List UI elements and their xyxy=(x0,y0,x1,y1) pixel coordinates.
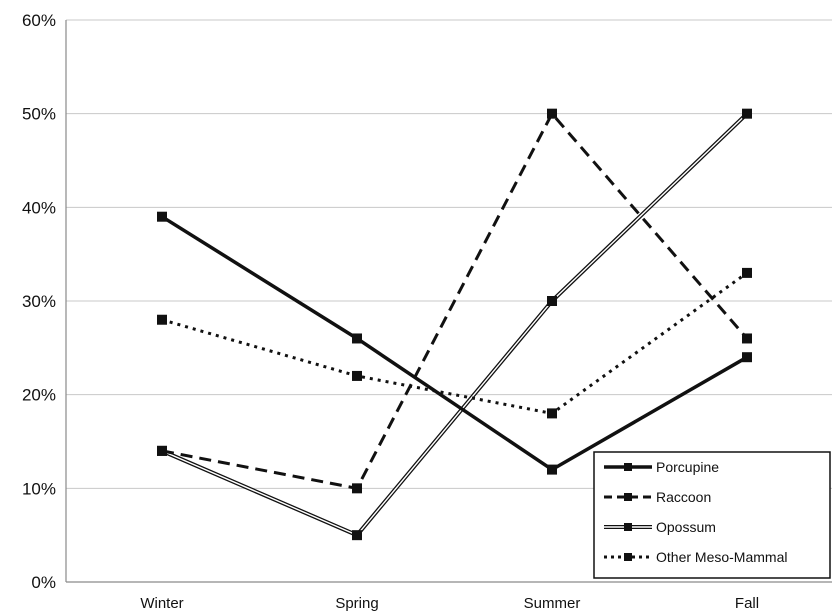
legend-item: Raccoon xyxy=(604,489,711,505)
x-tick-label: Spring xyxy=(335,595,378,612)
y-axis-tick-labels: 0% 10% 20% 30% 40% 50% 60% xyxy=(22,11,56,592)
legend-marker xyxy=(624,523,632,531)
series-lines xyxy=(157,108,752,541)
data-point-marker xyxy=(742,333,752,344)
axes xyxy=(65,20,832,583)
data-point-marker xyxy=(352,370,362,381)
series-line xyxy=(161,271,748,415)
legend: Porcupine Raccoon Opossum Other Meso-Mammal xyxy=(593,451,831,579)
legend-item: Other Meso-Mammal xyxy=(604,549,787,565)
data-point-marker xyxy=(352,530,362,541)
y-tick-label: 50% xyxy=(22,105,56,124)
gridlines xyxy=(66,19,832,489)
legend-label: Opossum xyxy=(656,519,716,535)
x-axis-tick-labels: Winter Spring Summer Fall xyxy=(140,595,759,612)
y-tick-label: 30% xyxy=(22,292,56,311)
data-point-marker xyxy=(742,267,752,278)
series-line xyxy=(161,111,749,491)
legend-marker xyxy=(624,493,632,501)
x-tick-label: Fall xyxy=(735,595,759,612)
series-raccoon xyxy=(157,108,752,494)
data-point-marker xyxy=(157,445,167,456)
data-point-marker xyxy=(547,108,557,119)
legend-marker xyxy=(624,553,632,561)
series-line xyxy=(161,215,748,472)
legend-item: Opossum xyxy=(604,519,716,535)
data-point-marker xyxy=(157,314,167,325)
series-other-meso-mammal xyxy=(157,267,752,419)
data-point-marker xyxy=(742,352,752,363)
data-point-marker xyxy=(547,296,557,306)
data-point-marker xyxy=(352,483,362,494)
data-point-marker xyxy=(547,408,557,419)
legend-label: Raccoon xyxy=(656,489,711,505)
x-tick-label: Summer xyxy=(524,595,581,612)
legend-item: Porcupine xyxy=(604,459,719,475)
legend-marker xyxy=(624,463,632,471)
data-point-marker xyxy=(742,108,752,119)
data-point-marker xyxy=(157,211,167,222)
y-tick-label: 0% xyxy=(31,573,56,592)
x-tick-label: Winter xyxy=(140,595,183,612)
series-line-inner xyxy=(161,113,748,537)
data-point-marker xyxy=(547,464,557,475)
y-tick-label: 40% xyxy=(22,198,56,217)
series-porcupine xyxy=(157,211,752,475)
y-tick-label: 60% xyxy=(22,11,56,30)
legend-label: Porcupine xyxy=(656,459,719,475)
data-point-marker xyxy=(352,333,362,344)
legend-label: Other Meso-Mammal xyxy=(656,549,787,565)
legend-box xyxy=(593,451,831,579)
y-tick-label: 10% xyxy=(22,479,56,498)
y-tick-label: 20% xyxy=(22,386,56,405)
